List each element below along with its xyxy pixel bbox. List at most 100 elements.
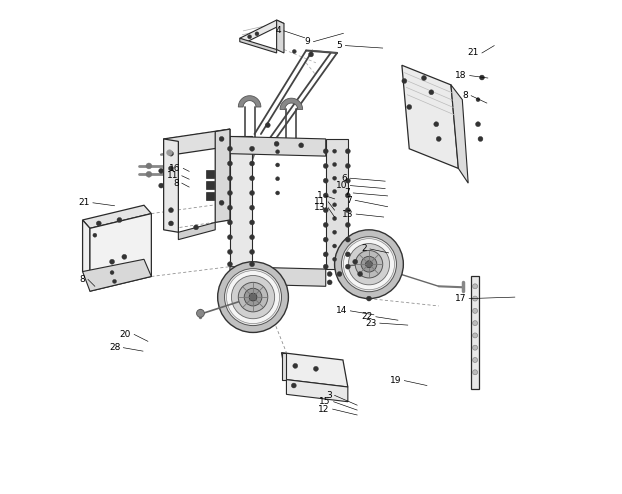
Circle shape (169, 151, 174, 156)
Circle shape (333, 176, 337, 180)
Circle shape (219, 201, 224, 205)
Circle shape (366, 296, 371, 301)
Circle shape (113, 280, 116, 284)
Text: 1: 1 (317, 191, 323, 201)
Circle shape (219, 136, 224, 141)
Circle shape (228, 262, 233, 267)
Circle shape (117, 217, 122, 222)
Circle shape (159, 168, 164, 173)
Polygon shape (230, 136, 252, 267)
Circle shape (343, 239, 394, 290)
Circle shape (473, 333, 478, 338)
Circle shape (293, 364, 298, 369)
Circle shape (228, 220, 233, 225)
Circle shape (355, 250, 383, 278)
Circle shape (122, 254, 127, 259)
Circle shape (473, 358, 478, 363)
Circle shape (333, 190, 337, 194)
Polygon shape (179, 222, 215, 240)
Polygon shape (451, 85, 468, 183)
Circle shape (478, 136, 483, 141)
Circle shape (276, 191, 279, 195)
Circle shape (228, 235, 233, 240)
Circle shape (249, 191, 254, 196)
Circle shape (226, 271, 279, 324)
Circle shape (218, 262, 289, 332)
Circle shape (341, 237, 396, 291)
Circle shape (169, 207, 174, 212)
Circle shape (345, 264, 350, 269)
Text: 11: 11 (167, 171, 179, 180)
Text: 23: 23 (366, 319, 377, 328)
Circle shape (345, 207, 350, 212)
Polygon shape (239, 20, 284, 41)
Text: 3: 3 (326, 391, 332, 400)
Text: 5: 5 (337, 41, 343, 50)
Circle shape (345, 237, 350, 242)
Circle shape (480, 75, 485, 80)
Polygon shape (164, 139, 179, 232)
Text: 11: 11 (313, 197, 325, 206)
Polygon shape (230, 267, 326, 287)
Circle shape (93, 233, 97, 237)
Text: 8: 8 (79, 275, 85, 284)
Circle shape (476, 122, 480, 126)
Circle shape (473, 345, 478, 350)
Bar (207, 192, 214, 200)
Circle shape (323, 222, 328, 227)
Circle shape (193, 225, 198, 230)
Circle shape (228, 249, 233, 254)
Circle shape (249, 249, 254, 254)
Circle shape (473, 370, 478, 375)
Circle shape (323, 264, 328, 269)
Circle shape (436, 136, 441, 141)
Polygon shape (164, 129, 230, 156)
Circle shape (309, 52, 313, 57)
Circle shape (228, 191, 233, 196)
Circle shape (249, 220, 254, 225)
Text: 21: 21 (78, 198, 90, 207)
Circle shape (146, 171, 152, 177)
Circle shape (434, 122, 439, 126)
Circle shape (238, 283, 268, 312)
Circle shape (323, 149, 328, 154)
Bar (207, 170, 214, 178)
Circle shape (228, 161, 233, 166)
Circle shape (197, 309, 205, 317)
Circle shape (407, 105, 412, 110)
Polygon shape (239, 38, 277, 53)
Circle shape (323, 193, 328, 198)
Polygon shape (471, 277, 480, 389)
Circle shape (473, 308, 478, 313)
Circle shape (249, 293, 257, 301)
Circle shape (110, 271, 114, 275)
Circle shape (291, 383, 296, 388)
Circle shape (348, 244, 389, 285)
Circle shape (228, 176, 233, 181)
Circle shape (231, 276, 275, 319)
Text: 17: 17 (455, 294, 466, 303)
Circle shape (337, 272, 342, 277)
Polygon shape (90, 213, 151, 291)
Text: 13: 13 (341, 209, 353, 218)
Circle shape (228, 146, 233, 151)
Circle shape (274, 141, 279, 146)
Circle shape (345, 252, 350, 257)
Polygon shape (282, 353, 287, 379)
Text: 28: 28 (109, 343, 121, 352)
Circle shape (353, 259, 358, 264)
Polygon shape (230, 136, 326, 156)
Polygon shape (83, 220, 90, 274)
Circle shape (244, 288, 262, 306)
Text: 7: 7 (346, 196, 352, 205)
Circle shape (313, 367, 318, 371)
Circle shape (345, 193, 350, 198)
Circle shape (476, 98, 480, 102)
Circle shape (429, 90, 434, 95)
Circle shape (249, 161, 254, 166)
Circle shape (249, 176, 254, 181)
Circle shape (358, 272, 363, 277)
Text: 8: 8 (173, 179, 179, 188)
Circle shape (345, 222, 350, 227)
Polygon shape (402, 65, 458, 168)
